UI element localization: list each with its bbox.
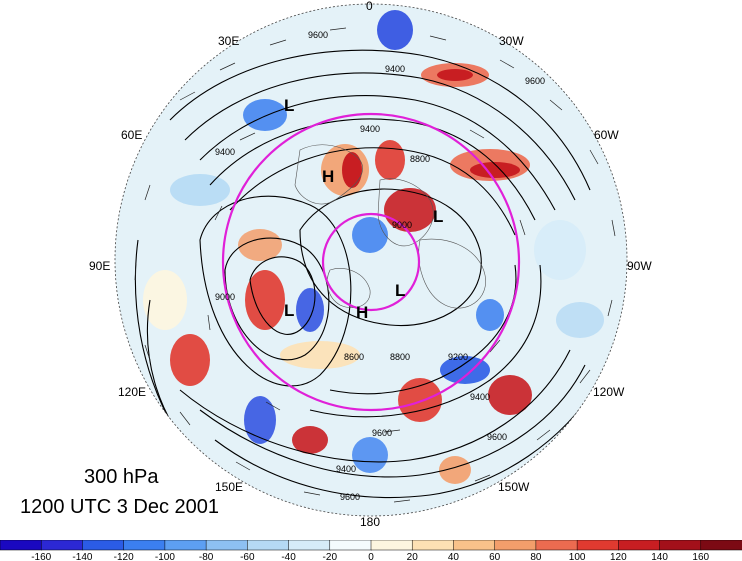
lon-label-150w: 150W: [498, 480, 530, 494]
high-pressure-label: H: [322, 167, 334, 186]
lon-label-150e: 150E: [215, 480, 243, 494]
contour-label: 8800: [410, 154, 430, 164]
lon-label-30e: 30E: [218, 34, 239, 48]
colorbar-tick-label: 60: [489, 552, 501, 561]
colorbar-box: [411, 540, 455, 551]
colorbar-box: [82, 540, 125, 551]
lon-label-60w: 60W: [594, 128, 619, 142]
contour-labels: 9600 9400 9400 8800 9000 8600 8800 9200 …: [215, 30, 545, 502]
colorbar-tick-label: 40: [448, 552, 460, 561]
coastlines: [294, 144, 486, 309]
contour-label: 9200: [448, 352, 468, 362]
pressure-systems: L H L L H L: [284, 96, 443, 322]
colorbar-box: [288, 540, 331, 551]
colorbar-box: [700, 540, 742, 551]
lon-label-120w: 120W: [593, 385, 625, 399]
shading-layer: [143, 10, 604, 484]
low-pressure-label: L: [395, 281, 405, 300]
contour-label: 9600: [308, 30, 328, 40]
colorbar-tick-label: 20: [407, 552, 419, 561]
outer-latitude-circle: [221, 112, 521, 412]
lon-label-60e: 60E: [121, 128, 142, 142]
colorbar-tick-label: -60: [240, 552, 255, 561]
contour-label: 9400: [385, 64, 405, 74]
colorbar-box: [494, 540, 537, 551]
colorbar-tick-label: -100: [155, 552, 175, 561]
colorbar-box: [576, 540, 620, 551]
low-pressure-label: L: [284, 301, 294, 320]
polar-map: 9600 9400 9400 8800 9000 8600 8800 9200 …: [89, 0, 652, 529]
contour-label: 9400: [470, 392, 490, 402]
lon-label-30w: 30W: [499, 34, 524, 48]
wind-barbs: [134, 27, 616, 503]
contour-label: 9400: [336, 464, 356, 474]
contour-label: 9400: [360, 124, 380, 134]
colorbar-box: [123, 540, 166, 551]
colorbar-box: [370, 540, 413, 551]
longitude-labels: 0 30W 60W 90W 120W 150W 180 150E 120E 90…: [89, 0, 652, 529]
colorbar-tick-label: -160: [31, 552, 51, 561]
colorbar-box: [40, 540, 84, 551]
inner-latitude-circle: [321, 212, 421, 312]
contour-label: 8600: [344, 352, 364, 362]
colorbar-tick-label: 100: [569, 552, 586, 561]
lon-label-180: 180: [360, 515, 380, 529]
colorbar-box: [453, 540, 496, 551]
contour-label: 8800: [390, 352, 410, 362]
colorbar-tick-label: 0: [368, 552, 374, 561]
title-datetime: 1200 UTC 3 Dec 2001: [20, 496, 220, 518]
colorbar-tick-label: -40: [281, 552, 296, 561]
contour-label: 9600: [487, 432, 507, 442]
contour-label: 9000: [392, 220, 412, 230]
high-pressure-label: H: [356, 303, 368, 322]
colorbar-tick-label: 120: [610, 552, 627, 561]
colorbar-tick-label: 160: [692, 552, 709, 561]
colorbar-box: [247, 540, 290, 551]
colorbar-tick-label: -120: [114, 552, 134, 561]
contour-label: 9600: [525, 76, 545, 86]
colorbar-box: [329, 540, 372, 551]
colorbar-box: [618, 540, 661, 551]
colorbar-boxes: [0, 540, 742, 551]
colorbar-box: [659, 540, 702, 551]
lon-label-0: 0: [366, 0, 373, 13]
colorbar-tick-label: -140: [72, 552, 92, 561]
colorbar-tick-label: 140: [651, 552, 668, 561]
contour-label: 9600: [340, 492, 360, 502]
colorbar-box: [205, 540, 249, 551]
colorbar-tick-label: 80: [530, 552, 542, 561]
low-pressure-label: L: [284, 96, 294, 115]
title-level: 300 hPa: [84, 466, 159, 488]
lon-label-90w: 90W: [627, 259, 652, 273]
colorbar-box: [0, 540, 42, 551]
low-pressure-label: L: [433, 207, 443, 226]
lon-label-90e: 90E: [89, 259, 110, 273]
colorbar: -160 -140 -120 -100 -80 -60 -40 -20 0 20 40 60 80 100…: [0, 540, 742, 561]
map-border: [114, 3, 628, 517]
latitude-circles: [221, 112, 521, 412]
colorbar-box: [535, 540, 578, 551]
colorbar-tick-label: -20: [323, 552, 338, 561]
colorbar-box: [164, 540, 207, 551]
contour-label: 9600: [372, 428, 392, 438]
colorbar-tick-labels: -160 -140 -120 -100 -80 -60 -40 -20 0 20 40 60 80 100…: [31, 552, 709, 561]
lon-label-120e: 120E: [118, 385, 146, 399]
contour-label: 9000: [215, 292, 235, 302]
contour-label: 9400: [215, 147, 235, 157]
colorbar-tick-label: -80: [199, 552, 214, 561]
